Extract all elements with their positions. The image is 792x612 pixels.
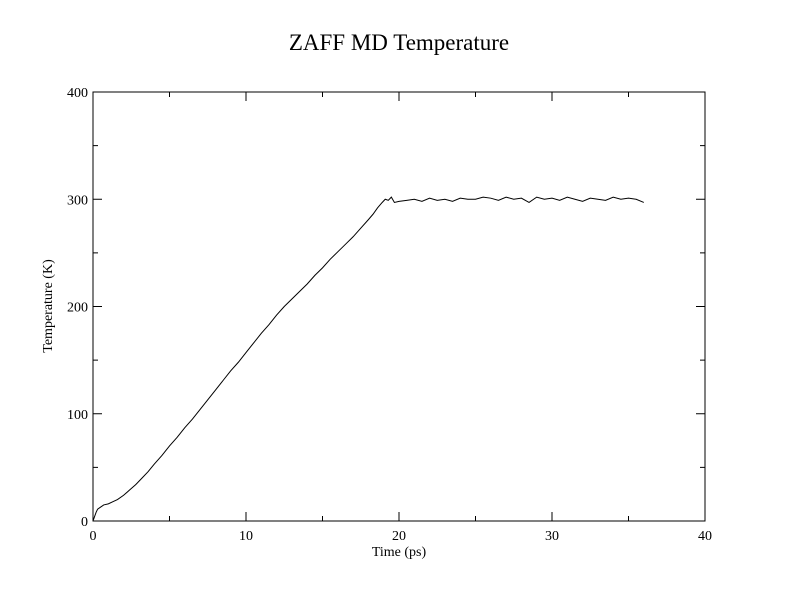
x-tick-label: 0 — [90, 529, 97, 544]
x-axis-title: Time (ps) — [372, 545, 427, 560]
series-line-temperature — [92, 196, 644, 522]
axis-ticks — [92, 91, 706, 522]
chart-title: ZAFF MD Temperature — [289, 30, 509, 55]
y-tick-label: 100 — [67, 408, 88, 423]
x-tick-label: 30 — [545, 529, 559, 544]
y-tick-label: 200 — [67, 301, 88, 316]
y-tick-label: 400 — [67, 86, 88, 101]
y-tick-label: 0 — [81, 515, 88, 530]
x-tick-label: 10 — [239, 529, 253, 544]
x-tick-label: 40 — [698, 529, 712, 544]
x-tick-label: 20 — [392, 529, 406, 544]
y-axis-title: Temperature (K) — [41, 259, 56, 353]
y-tick-label: 300 — [67, 193, 88, 208]
